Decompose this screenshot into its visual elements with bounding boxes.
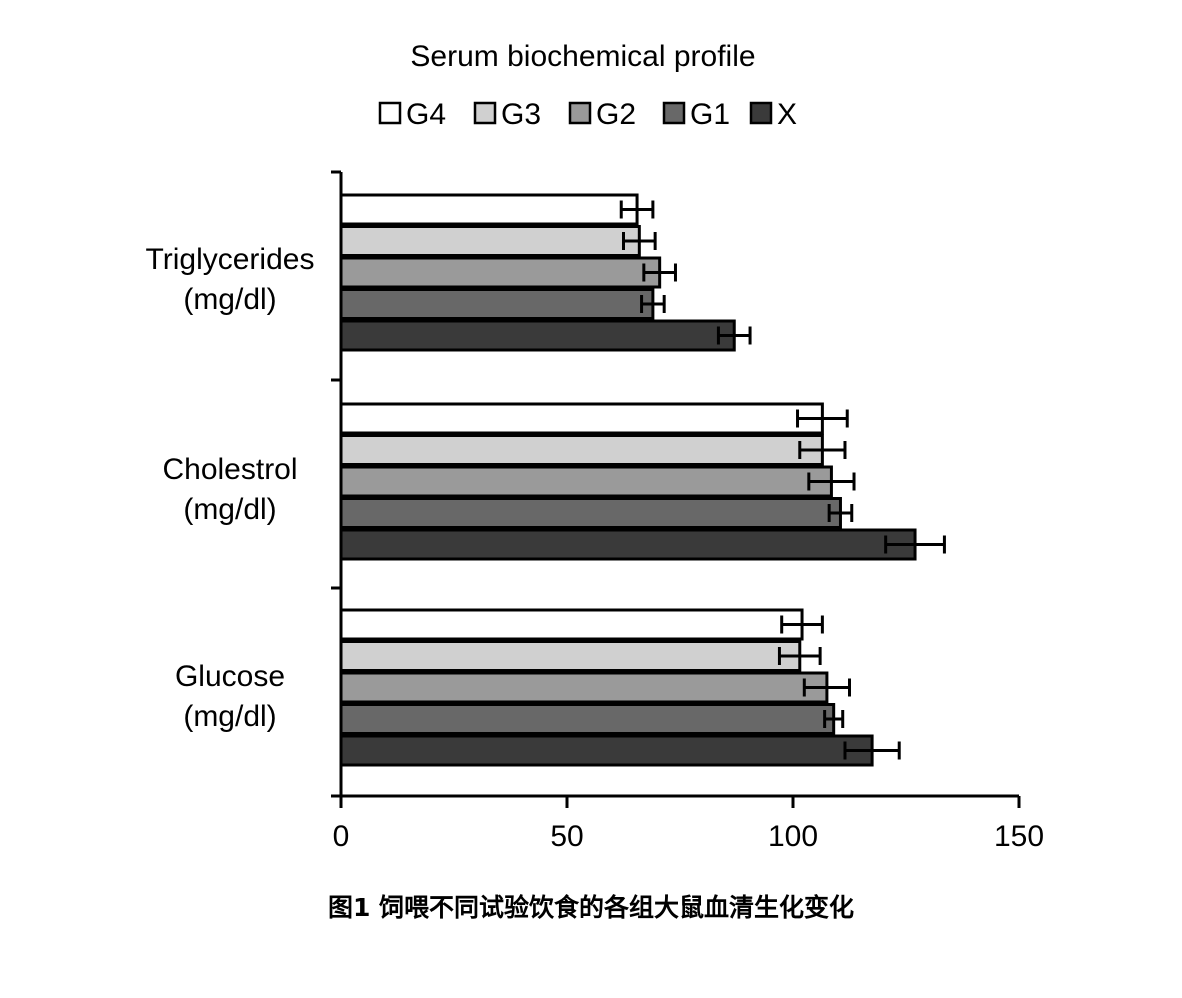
figure-caption: 图1 饲喂不同试验饮食的各组大鼠血清生化变化 [327,893,855,922]
error-bar-g4-1 [619,200,655,219]
error-bar-g1-3 [823,710,845,728]
legend-label-x: X [777,98,797,131]
error-bar-g3-1 [622,232,657,250]
legend-swatch-x [749,101,773,125]
bar-x-3 [339,734,874,767]
bar-g4-2 [339,402,824,435]
error-bar-g3-3 [777,647,822,665]
error-bar-g2-3 [802,678,851,697]
error-bar-g2-1 [642,263,677,282]
error-bar-x-3 [843,741,901,760]
bar-g3-1 [339,225,641,257]
legend-swatch-g3 [473,101,497,125]
error-bar-x-2 [884,535,946,554]
bar-g1-3 [339,703,836,735]
x-tick-label-100: 100 [768,820,818,853]
bar-g2-3 [339,671,829,704]
error-bar-x-1 [716,326,752,345]
category-unit-2: (mg/dl) [183,493,276,526]
legend-label-g4: G4 [406,98,446,131]
x-tick-label-50: 50 [550,820,583,853]
bar-g1-2 [339,497,842,529]
bar-g2-2 [339,465,833,498]
legend-swatch-g4 [378,101,402,125]
category-label-2: Cholestrol [162,453,297,486]
error-bar-g4-3 [780,615,824,634]
legend-swatch-g2 [568,101,592,125]
bar-x-1 [339,319,736,352]
bar-x-2 [339,528,917,561]
bar-g3-3 [339,640,802,672]
legend-label-g3: G3 [501,98,541,131]
legend-label-g2: G2 [596,98,636,131]
bar-g3-2 [339,434,824,466]
legend-swatch-g1 [662,101,686,125]
chart-title: Serum biochemical profile [410,40,755,73]
x-tick-label-150: 150 [994,820,1044,853]
error-bar-g1-2 [827,504,854,522]
bar-g4-3 [339,608,804,641]
bar-g2-1 [339,256,662,289]
bars [339,193,946,767]
category-label-1: Triglycerides [146,243,315,276]
error-bar-g4-2 [796,409,849,428]
legend-label-g1: G1 [690,98,730,131]
bar-g4-1 [339,193,639,226]
bar-g1-1 [339,288,655,320]
x-tick-label-0: 0 [333,820,350,853]
category-label-3: Glucose [175,660,285,693]
legend: G4 G3 G2 G1 X [378,98,797,131]
error-bar-g1-1 [640,295,666,313]
error-bar-g2-2 [807,472,856,491]
category-unit-3: (mg/dl) [183,700,276,733]
category-unit-1: (mg/dl) [183,283,276,316]
axes: 0 50 100 150 [331,170,1044,853]
category-labels: Triglycerides (mg/dl) Cholestrol (mg/dl) Glu… [146,243,315,733]
error-bar-g3-2 [798,441,847,459]
